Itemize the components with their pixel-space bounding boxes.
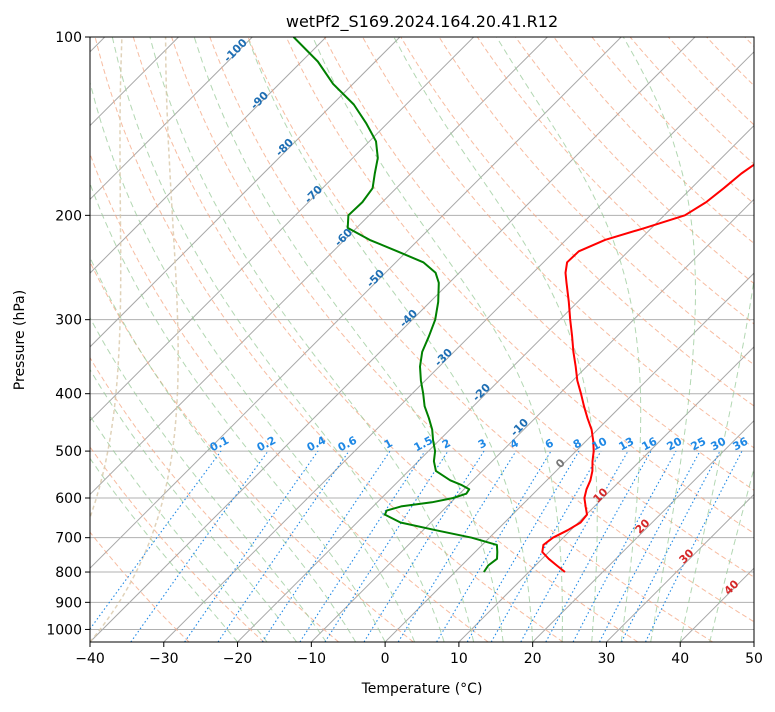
y-tick-label: 200 [55,208,82,224]
moist-adiabat [394,37,597,642]
x-tick-label: 40 [671,651,689,667]
x-tick-label: 0 [381,651,390,667]
plot-frame [90,37,754,642]
mixing-ratio-line [622,451,721,642]
x-tick-label: −20 [223,651,253,667]
dry-adiabat [133,37,638,642]
mixing-ratio-line [437,451,551,642]
dry-adiabat [630,37,775,642]
y-axis-label: Pressure (hPa) [12,290,28,390]
dry-adiabat-label: -40 [397,307,420,330]
dry-adiabat-label: -80 [273,136,296,159]
mixing-ratio-label: 25 [689,435,709,454]
mixing-ratio-label: 20 [665,435,685,454]
mixing-ratio-line [325,451,448,642]
moist-adiabat-label: 10 [591,485,611,505]
mixing-ratio-line [573,451,676,642]
dry-adiabat [172,37,713,642]
mixing-ratio-label: 4 [508,436,521,451]
dry-adiabat [707,37,775,642]
y-tick-label: 300 [55,313,82,329]
mixing-ratio-line [491,451,601,642]
moist-adiabat [80,37,415,642]
isotherm-line [90,37,695,642]
x-axis-label: Temperature (°C) [361,681,483,697]
moist-adiabat-label: 0 [553,456,568,471]
y-tick-label: 700 [55,531,82,547]
mixing-ratio-line [398,451,516,642]
dry-adiabat [439,37,775,642]
moist-adiabat-label: 30 [677,546,697,566]
isotherm-line [0,37,326,642]
mixing-ratio-label: 16 [640,435,660,454]
x-tick-label: −30 [149,651,179,667]
dry-adiabat [0,37,189,642]
y-tick-label: 800 [55,565,82,581]
isotherm-line [754,37,775,642]
moist-adiabat [710,37,775,642]
mixing-ratio-label: 1 [382,436,395,451]
dry-adiabat [57,37,488,642]
y-tick-label: 100 [55,30,82,46]
mixing-ratio-label: 36 [731,435,751,454]
isotherm-line [0,37,400,642]
isotherm-line [385,37,775,642]
mixing-ratio-line [218,451,349,642]
y-tick-label: 400 [55,387,82,403]
mixing-ratio-label: 2 [440,436,453,451]
mixing-ratio-line [185,451,318,642]
dry-adiabat-label: -90 [248,89,271,112]
moist-adiabat [150,37,474,642]
dry-adiabat-label: -20 [470,381,493,404]
moist-adiabat [680,37,766,642]
dry-adiabat [0,37,339,642]
dry-adiabat-label: -10 [508,416,531,439]
y-tick-label: 500 [55,444,82,460]
moist-adiabat [52,37,385,642]
mixing-ratio-line [521,451,628,642]
isotherm-line [0,37,547,642]
isotherm-line [459,37,775,642]
moist-adiabat [27,37,356,642]
x-tick-label: 20 [524,651,542,667]
dry-adiabat [363,37,775,642]
dry-adiabat [554,37,775,642]
dry-adiabat [477,37,775,642]
isotherm-line [680,37,775,642]
dry-adiabat-label: -100 [221,36,250,65]
moist-adiabat [0,37,238,642]
isotherm-line [0,37,252,642]
x-tick-label: −40 [75,651,105,667]
y-tick-label: 600 [55,491,82,507]
x-tick-label: 30 [598,651,616,667]
isotherm-line [16,37,621,642]
x-tick-label: 50 [745,651,763,667]
mixing-ratio-label: 30 [709,435,729,454]
chart-title: wetPf2_S169.2024.164.20.41.R12 [286,12,558,32]
dry-adiabat-label: -70 [302,183,325,206]
mixing-ratio-line [600,451,701,642]
dry-adiabat [19,37,414,642]
x-tick-label: −10 [297,651,327,667]
mixing-ratio-line [364,451,484,642]
mixing-ratio-label: 8 [571,436,584,451]
reference-arc [16,37,122,642]
moist-adiabat [497,37,641,642]
moist-adiabat [313,37,563,642]
mixing-ratio-label: 3 [476,436,489,451]
dry-adiabat [745,37,775,642]
x-tick-label: 10 [450,651,468,667]
isotherm-line [533,37,775,642]
isotherm-line [164,37,769,642]
dry-adiabat-label: -50 [364,267,387,290]
y-tick-label: 900 [55,595,82,611]
dry-adiabat [0,37,264,642]
y-tick-label: 1000 [46,622,82,638]
